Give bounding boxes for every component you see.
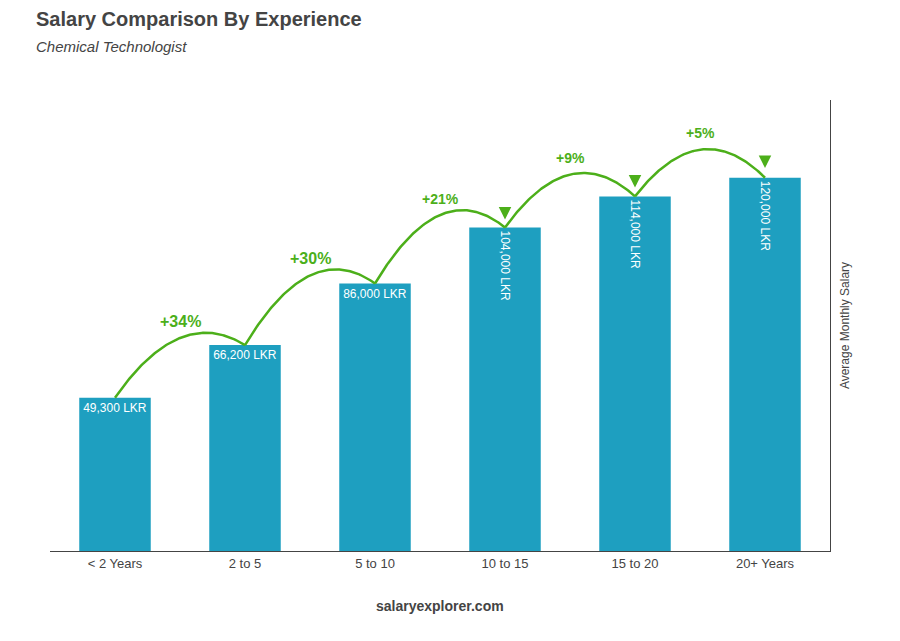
svg-text:15 to 20: 15 to 20 <box>612 556 659 571</box>
svg-text:2 to 5: 2 to 5 <box>229 556 262 571</box>
svg-text:+9%: +9% <box>556 150 585 166</box>
svg-text:Salary Comparison By Experienc: Salary Comparison By ExperienceChemical … <box>36 8 362 55</box>
svg-text:49,300 LKR: 49,300 LKR <box>83 401 147 415</box>
svg-text:86,000 LKR: 86,000 LKR <box>343 287 407 301</box>
svg-text:+21%: +21% <box>422 191 459 207</box>
svg-text:5 to 10: 5 to 10 <box>355 556 395 571</box>
svg-text:Average Monthly Salary: Average Monthly Salary <box>838 262 852 389</box>
svg-text:10 to 15: 10 to 15 <box>482 556 529 571</box>
svg-text:120,000 LKR: 120,000 LKR <box>758 181 772 251</box>
svg-text:+34%: +34% <box>160 313 201 330</box>
svg-text:< 2 Years: < 2 Years <box>88 556 143 571</box>
svg-text:20+ Years: 20+ Years <box>736 556 795 571</box>
svg-text:+30%: +30% <box>290 250 331 267</box>
svg-text:salaryexplorer.com: salaryexplorer.com <box>376 598 504 614</box>
svg-text:+5%: +5% <box>686 125 715 141</box>
svg-text:114,000 LKR: 114,000 LKR <box>628 199 642 268</box>
svg-text:66,200 LKR: 66,200 LKR <box>213 348 277 362</box>
svg-text:104,000 LKR: 104,000 LKR <box>498 231 512 301</box>
